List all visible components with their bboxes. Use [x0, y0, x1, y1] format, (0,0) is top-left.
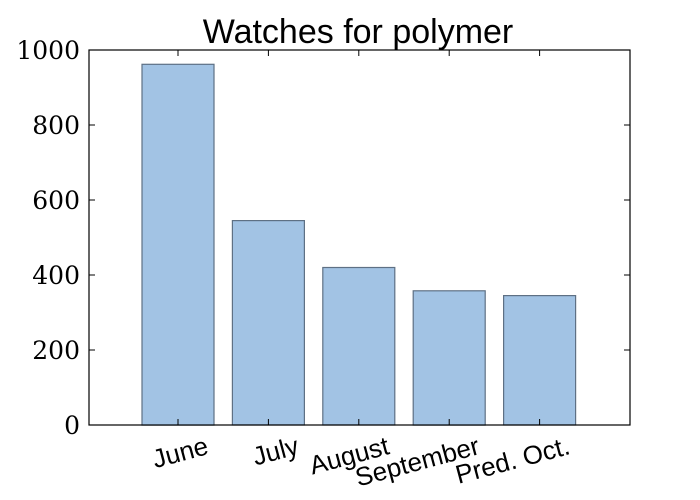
y-tick-label: 400	[32, 261, 80, 290]
plot-area-frame	[88, 49, 631, 426]
chart-title: Watches for polymer	[203, 13, 514, 51]
bar-pred-oct	[503, 295, 577, 426]
y-tick-label: 800	[32, 111, 80, 140]
y-tick-label: 0	[64, 411, 80, 440]
x-tick-label: July	[249, 430, 301, 471]
bar-june	[141, 63, 215, 426]
y-tick-label: 200	[32, 336, 80, 365]
bar-july	[231, 220, 305, 426]
bar-september	[412, 290, 486, 426]
y-axis-ticks: 0 200 400 600 800 1000	[16, 36, 630, 440]
bar-august	[322, 266, 396, 426]
y-tick-label: 600	[32, 186, 80, 215]
x-tick-label: June	[149, 430, 211, 474]
bars-layer	[141, 63, 577, 426]
y-tick-label: 1000	[16, 36, 80, 65]
